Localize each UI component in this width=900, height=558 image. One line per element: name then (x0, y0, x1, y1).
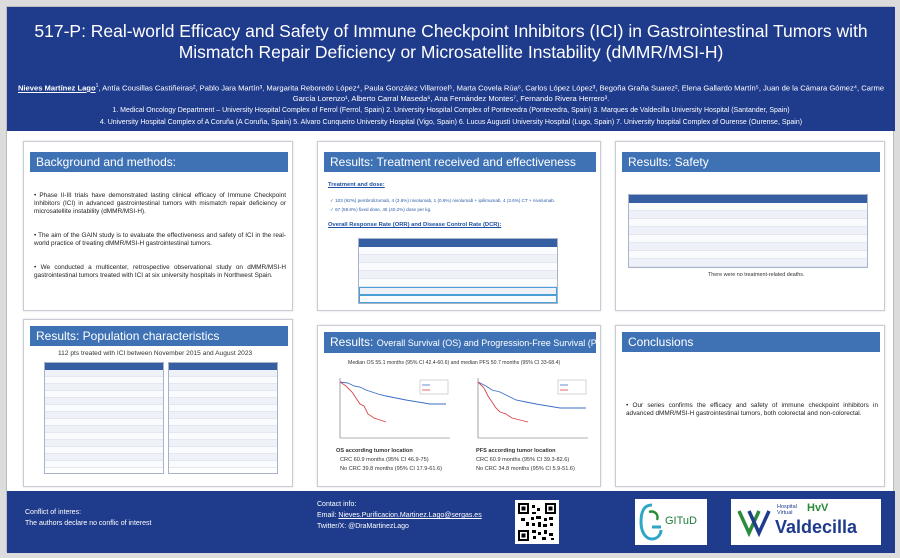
title-line-1: 517-P: Real-world Efficacy and Safety of… (34, 21, 868, 41)
conclusions-bullet-1: • Our series confirms the efficacy and s… (626, 402, 879, 418)
safety-title: Results: Safety (622, 152, 880, 172)
poster-footer: Conflict of interes: The authors declare… (7, 491, 895, 553)
conflict-title: Conflict of interes: (25, 509, 82, 516)
contact-email: Email: Nieves.Purificacion.Martinez.Lago… (317, 512, 482, 519)
orr-dcr-table (358, 238, 558, 304)
dose-line-2: ✓ 67 (59.8%) fixed dose, 45 (40.2%) dose… (330, 207, 432, 212)
background-title: Background and methods: (30, 152, 288, 172)
affiliations-line-1: 1. Medical Oncology Department – Univers… (112, 107, 790, 114)
adverse-events-table (628, 194, 868, 268)
poster-title: 517-P: Real-world Efficacy and Safety of… (17, 21, 885, 63)
affiliations-line-2: 4. University Hospital Complex of A Coru… (99, 118, 803, 126)
no-deaths-note: There were no treatment-related deaths. (708, 272, 805, 278)
title-line-2: Mismatch Repair Deficiency or Microsatel… (178, 42, 724, 62)
pfs-label: PFS according tumor location (476, 448, 556, 454)
email-link[interactable]: Nieves.Purificacion.Martinez.Lago@sergas… (338, 512, 482, 519)
orr-row (359, 287, 557, 295)
os-nocrc-curve (339, 381, 387, 423)
gitud-text: GITuD (665, 515, 697, 527)
background-panel: Background and methods: • Phase II-III t… (23, 141, 293, 311)
population-panel: Results: Population characteristics 112 … (23, 319, 293, 487)
population-table-right (168, 362, 278, 474)
gitud-logo: GITuD (635, 499, 707, 545)
os-label: OS according tumor location (336, 448, 413, 454)
pfs-km-plot (477, 378, 588, 439)
dcr-row (359, 295, 557, 303)
pfs-crc-curve (477, 381, 586, 409)
os-legend (419, 379, 449, 395)
pfs-nocrc: No CRC 34.8 months (95% CI 5.9-51.6) (476, 466, 575, 472)
population-subtitle: 112 pts treated with ICI between Novembe… (58, 350, 253, 357)
os-nocrc: No CRC 39.8 months (95% CI 17.9-61.6) (340, 466, 442, 472)
survival-panel: Results: Overall Survival (OS) and Progr… (317, 325, 601, 487)
valdecilla-logo: Hospital Virtual HvV Valdecilla (731, 499, 881, 545)
population-table-right-header (169, 363, 277, 370)
population-table-left-body (45, 370, 163, 468)
conflict-of-interest: Conflict of interes: The authors declare… (25, 507, 151, 529)
affiliations: 1. Medical Oncology Department – Univers… (15, 105, 887, 128)
co-authors: , Antía Cousillas Castiñeiras², Pablo Ja… (98, 83, 885, 103)
contact-info: Contact info: Email: Nieves.Purificacion… (317, 499, 482, 532)
pfs-legend (557, 379, 587, 395)
gitud-emblem-icon (639, 503, 663, 541)
background-bullet-2: • The aim of the GAIN study is to evalua… (34, 232, 286, 248)
presenter-affiliation: 1 (95, 83, 99, 89)
conclusions-panel: Conclusions • Our series confirms the ef… (615, 325, 885, 487)
population-table-left-header (45, 363, 163, 370)
author-list: Nieves Martínez Lago1, Antía Cousillas C… (15, 81, 887, 104)
presenter-name: Nieves Martínez Lago (17, 83, 96, 93)
conclusions-title: Conclusions (622, 332, 880, 352)
conflict-text: The authors declare no conflic of intere… (25, 520, 152, 527)
os-crc: CRC 60.9 months (95% CI 46.9-75) (340, 457, 429, 463)
pfs-crc: CRC 60.9 months (95% CI 39.3-82.6) (476, 457, 570, 463)
survival-title: Results: Overall Survival (OS) and Progr… (324, 332, 596, 353)
valdecilla-emblem-icon (737, 510, 771, 538)
qr-code-icon (518, 503, 556, 541)
treatment-title: Results: Treatment received and effectiv… (324, 152, 596, 172)
safety-panel: Results: Safety There were no treatment-… (615, 141, 885, 311)
adverse-events-header (629, 195, 867, 203)
dose-heading: Treatment and dose: (328, 182, 385, 188)
os-km-plot (339, 378, 450, 439)
population-table-right-body (169, 370, 277, 468)
population-table-left (44, 362, 164, 474)
contact-twitter[interactable]: Twitter/X: @DraMartinezLago (317, 523, 409, 530)
dose-line-1: ✓ 103 (92%) pembrolizumab, 4 (3.6%) nivo… (330, 198, 556, 203)
qr-code[interactable] (515, 500, 559, 544)
poster-header: 517-P: Real-world Efficacy and Safety of… (7, 7, 895, 131)
os-crc-curve (339, 381, 446, 405)
valdecilla-hvv: HvV (807, 502, 829, 514)
valdecilla-name: Valdecilla (775, 517, 858, 537)
poster: 517-P: Real-world Efficacy and Safety of… (6, 6, 895, 553)
pfs-nocrc-curve (477, 381, 529, 423)
orr-heading: Overall Response Rate (ORR) and Disease … (328, 222, 502, 228)
background-bullet-3: • We conducted a multicenter, retrospect… (34, 264, 286, 280)
background-bullet-1: • Phase II-III trials have demonstrated … (34, 192, 286, 216)
population-title: Results: Population characteristics (30, 326, 288, 346)
orr-table-header (359, 239, 557, 247)
contact-title: Contact info: (317, 501, 357, 508)
valdecilla-hospital-label: Hospital Virtual (777, 504, 797, 516)
treatment-panel: Results: Treatment received and effectiv… (317, 141, 601, 311)
median-survival-line: Median OS 55.1 months (95% CI 42.4-60.6)… (348, 360, 561, 366)
